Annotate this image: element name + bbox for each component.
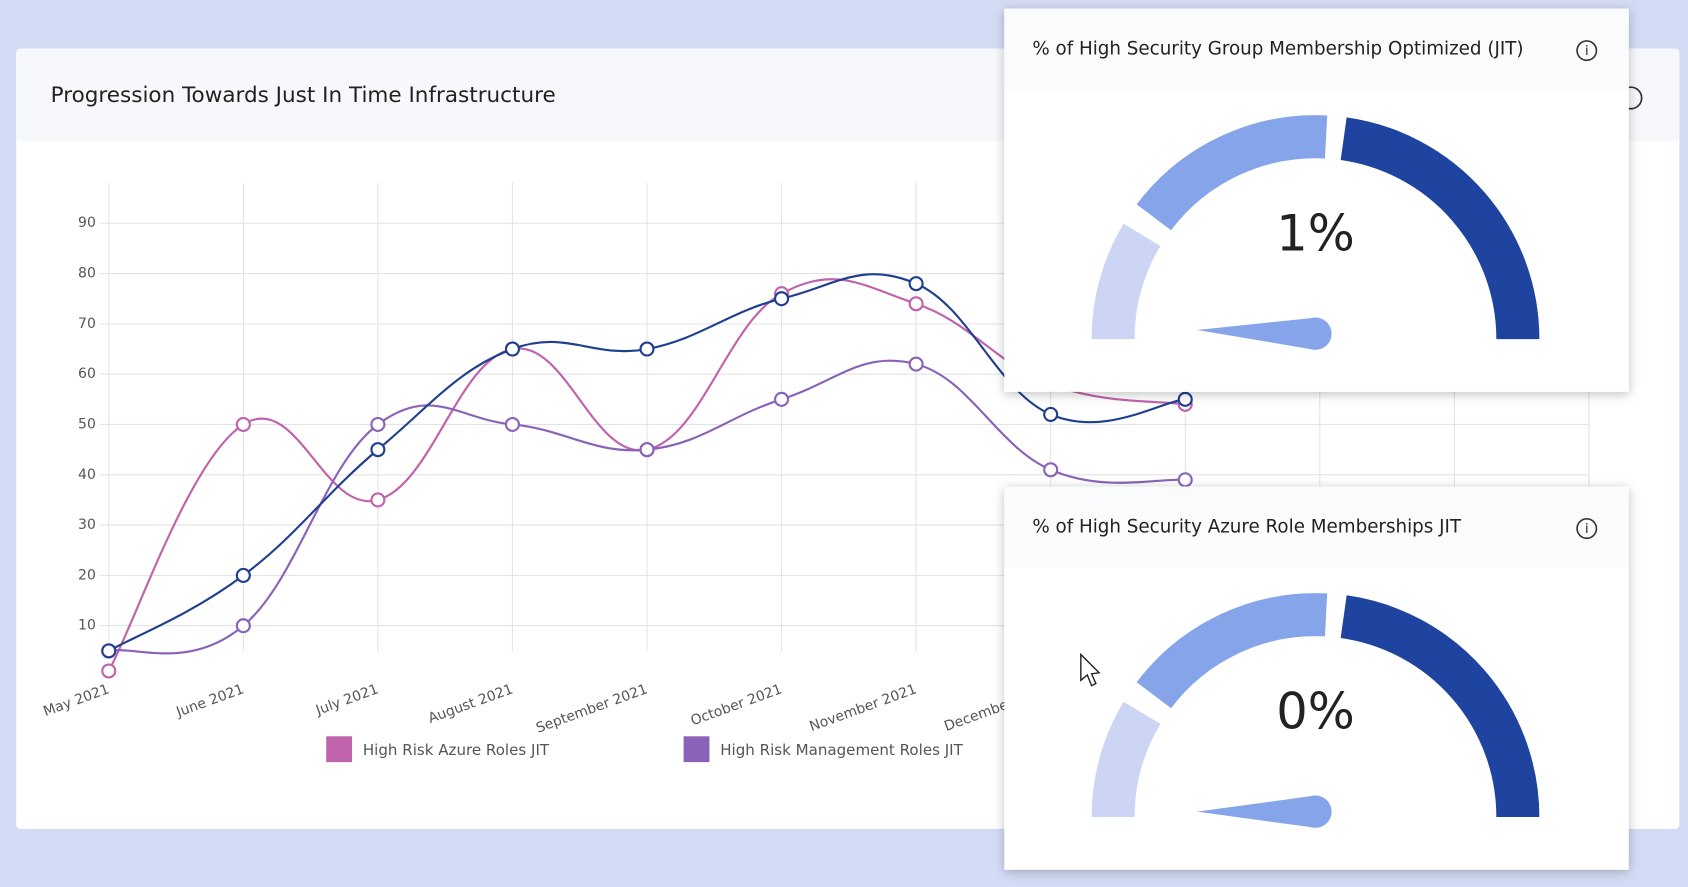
series-line bbox=[108, 359, 1186, 655]
gauge-title: % of High Security Group Membership Opti… bbox=[1032, 39, 1523, 60]
gauge-value: 1% bbox=[1276, 204, 1355, 262]
y-tick-label: 70 bbox=[78, 316, 96, 332]
data-point bbox=[370, 492, 386, 508]
data-point bbox=[1043, 406, 1059, 422]
y-tick-label: 90 bbox=[78, 215, 96, 231]
info-icon[interactable] bbox=[1576, 518, 1598, 540]
y-tick-label: 10 bbox=[78, 618, 96, 634]
data-point bbox=[1177, 472, 1193, 488]
y-tick-label: 40 bbox=[78, 467, 96, 483]
data-point bbox=[639, 442, 655, 458]
info-icon-glyph: i bbox=[1585, 44, 1589, 59]
data-point bbox=[504, 341, 520, 357]
data-point bbox=[1043, 462, 1059, 478]
needle-hub bbox=[1299, 317, 1332, 350]
data-point bbox=[370, 416, 386, 433]
data-point bbox=[908, 356, 924, 372]
data-point bbox=[235, 567, 251, 583]
gauge-cards: % of High Security Group Membership Opti… bbox=[1004, 8, 1629, 870]
gauge-needle bbox=[1197, 317, 1316, 350]
gauge-title: % of High Security Azure Role Membership… bbox=[1032, 516, 1461, 537]
data-point bbox=[908, 296, 924, 312]
data-point bbox=[235, 618, 251, 634]
legend-label: High Risk Management Roles JIT bbox=[720, 741, 963, 759]
data-point bbox=[101, 643, 117, 659]
data-point bbox=[504, 416, 520, 433]
gauge-needle bbox=[1197, 795, 1316, 828]
data-point bbox=[370, 442, 386, 458]
needle-hub bbox=[1299, 795, 1332, 828]
data-point bbox=[101, 663, 117, 679]
data-point bbox=[908, 276, 924, 292]
gauge-segment bbox=[1340, 595, 1540, 818]
data-point bbox=[235, 416, 251, 433]
info-icon-glyph: i bbox=[1585, 522, 1589, 537]
gauge-card-header bbox=[1004, 8, 1629, 91]
y-tick-label: 50 bbox=[78, 416, 96, 432]
mouse-cursor bbox=[1080, 652, 1101, 687]
gauge-segment bbox=[1136, 115, 1328, 231]
y-tick-label: 20 bbox=[78, 567, 96, 583]
gauge-segment bbox=[1340, 117, 1540, 340]
gauge-segment bbox=[1136, 593, 1328, 709]
legend-swatch bbox=[326, 736, 353, 763]
legend-swatch bbox=[683, 736, 710, 763]
legend-label: High Risk Azure Roles JIT bbox=[363, 741, 550, 759]
y-tick-label: 80 bbox=[78, 266, 96, 282]
info-icon[interactable] bbox=[1576, 40, 1598, 62]
gauge-card-header bbox=[1004, 486, 1629, 569]
card-title: Progression Towards Just In Time Infrast… bbox=[51, 83, 556, 108]
gauge-segment bbox=[1091, 701, 1161, 818]
gauge-value: 0% bbox=[1276, 682, 1355, 740]
data-point bbox=[639, 341, 655, 357]
data-point bbox=[774, 291, 790, 307]
y-tick-label: 30 bbox=[78, 517, 96, 533]
y-tick-label: 60 bbox=[78, 366, 96, 382]
data-point bbox=[774, 391, 790, 407]
gauge-segment bbox=[1091, 223, 1161, 340]
data-point bbox=[1177, 391, 1193, 407]
